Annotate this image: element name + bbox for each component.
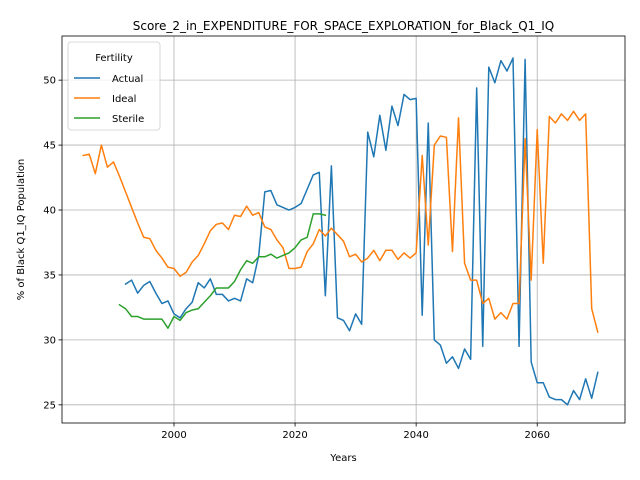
y-axis-label: % of Black Q1_IQ Population	[16, 159, 27, 301]
legend-label-actual: Actual	[112, 74, 143, 85]
y-tick-label: 45	[43, 141, 56, 152]
y-axis-ticks: 25 30 35 40 45 50	[43, 76, 62, 411]
y-tick-label: 50	[43, 76, 56, 87]
legend: Fertility Actual Ideal Sterile	[67, 41, 161, 131]
series-line-actual	[124, 57, 599, 406]
x-tick-label: 2040	[403, 430, 428, 441]
legend-label-sterile: Sterile	[112, 114, 144, 125]
chart-title: Score_2_in_EXPENDITURE_FOR_SPACE_EXPLORA…	[133, 19, 555, 33]
x-tick-label: 2020	[282, 430, 307, 441]
series-line-ideal	[82, 110, 599, 334]
x-tick-label: 2000	[161, 430, 186, 441]
y-tick-label: 40	[43, 206, 56, 217]
legend-title: Fertility	[95, 53, 133, 64]
y-tick-label: 30	[43, 335, 56, 346]
series-layer	[82, 57, 599, 406]
axes-frame	[61, 35, 626, 424]
legend-box	[67, 41, 161, 131]
series-line-sterile	[118, 213, 327, 329]
x-axis-ticks: 2000 2020 2040 2060	[161, 423, 550, 441]
y-tick-label: 25	[43, 400, 56, 411]
y-tick-label: 35	[43, 270, 56, 281]
legend-label-ideal: Ideal	[112, 94, 136, 105]
x-tick-label: 2060	[524, 430, 549, 441]
legend-items: Actual Ideal Sterile	[74, 74, 144, 125]
x-axis-label: Years	[329, 453, 356, 464]
